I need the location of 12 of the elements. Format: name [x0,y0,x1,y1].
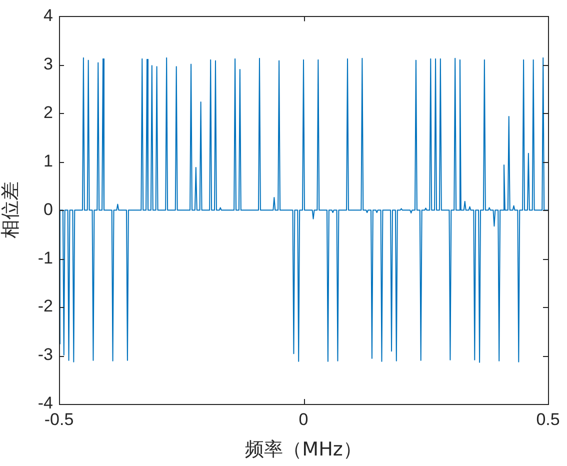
y-axis-title: 相位差 [0,182,22,239]
x-tick-label: 0.5 [536,410,560,429]
y-tick-label: -3 [38,345,53,364]
x-tick-label: 0 [298,410,308,429]
y-tick-label: 2 [44,102,53,122]
y-tick-label: -2 [38,296,53,316]
y-tick-label: 0 [44,200,53,219]
y-tick-label: -1 [38,248,53,268]
y-tick-label: 1 [44,151,53,170]
x-axis-title: 频率（MHz） [245,438,362,461]
y-tick-label: 3 [44,54,53,74]
y-tick-label: 4 [44,6,53,25]
